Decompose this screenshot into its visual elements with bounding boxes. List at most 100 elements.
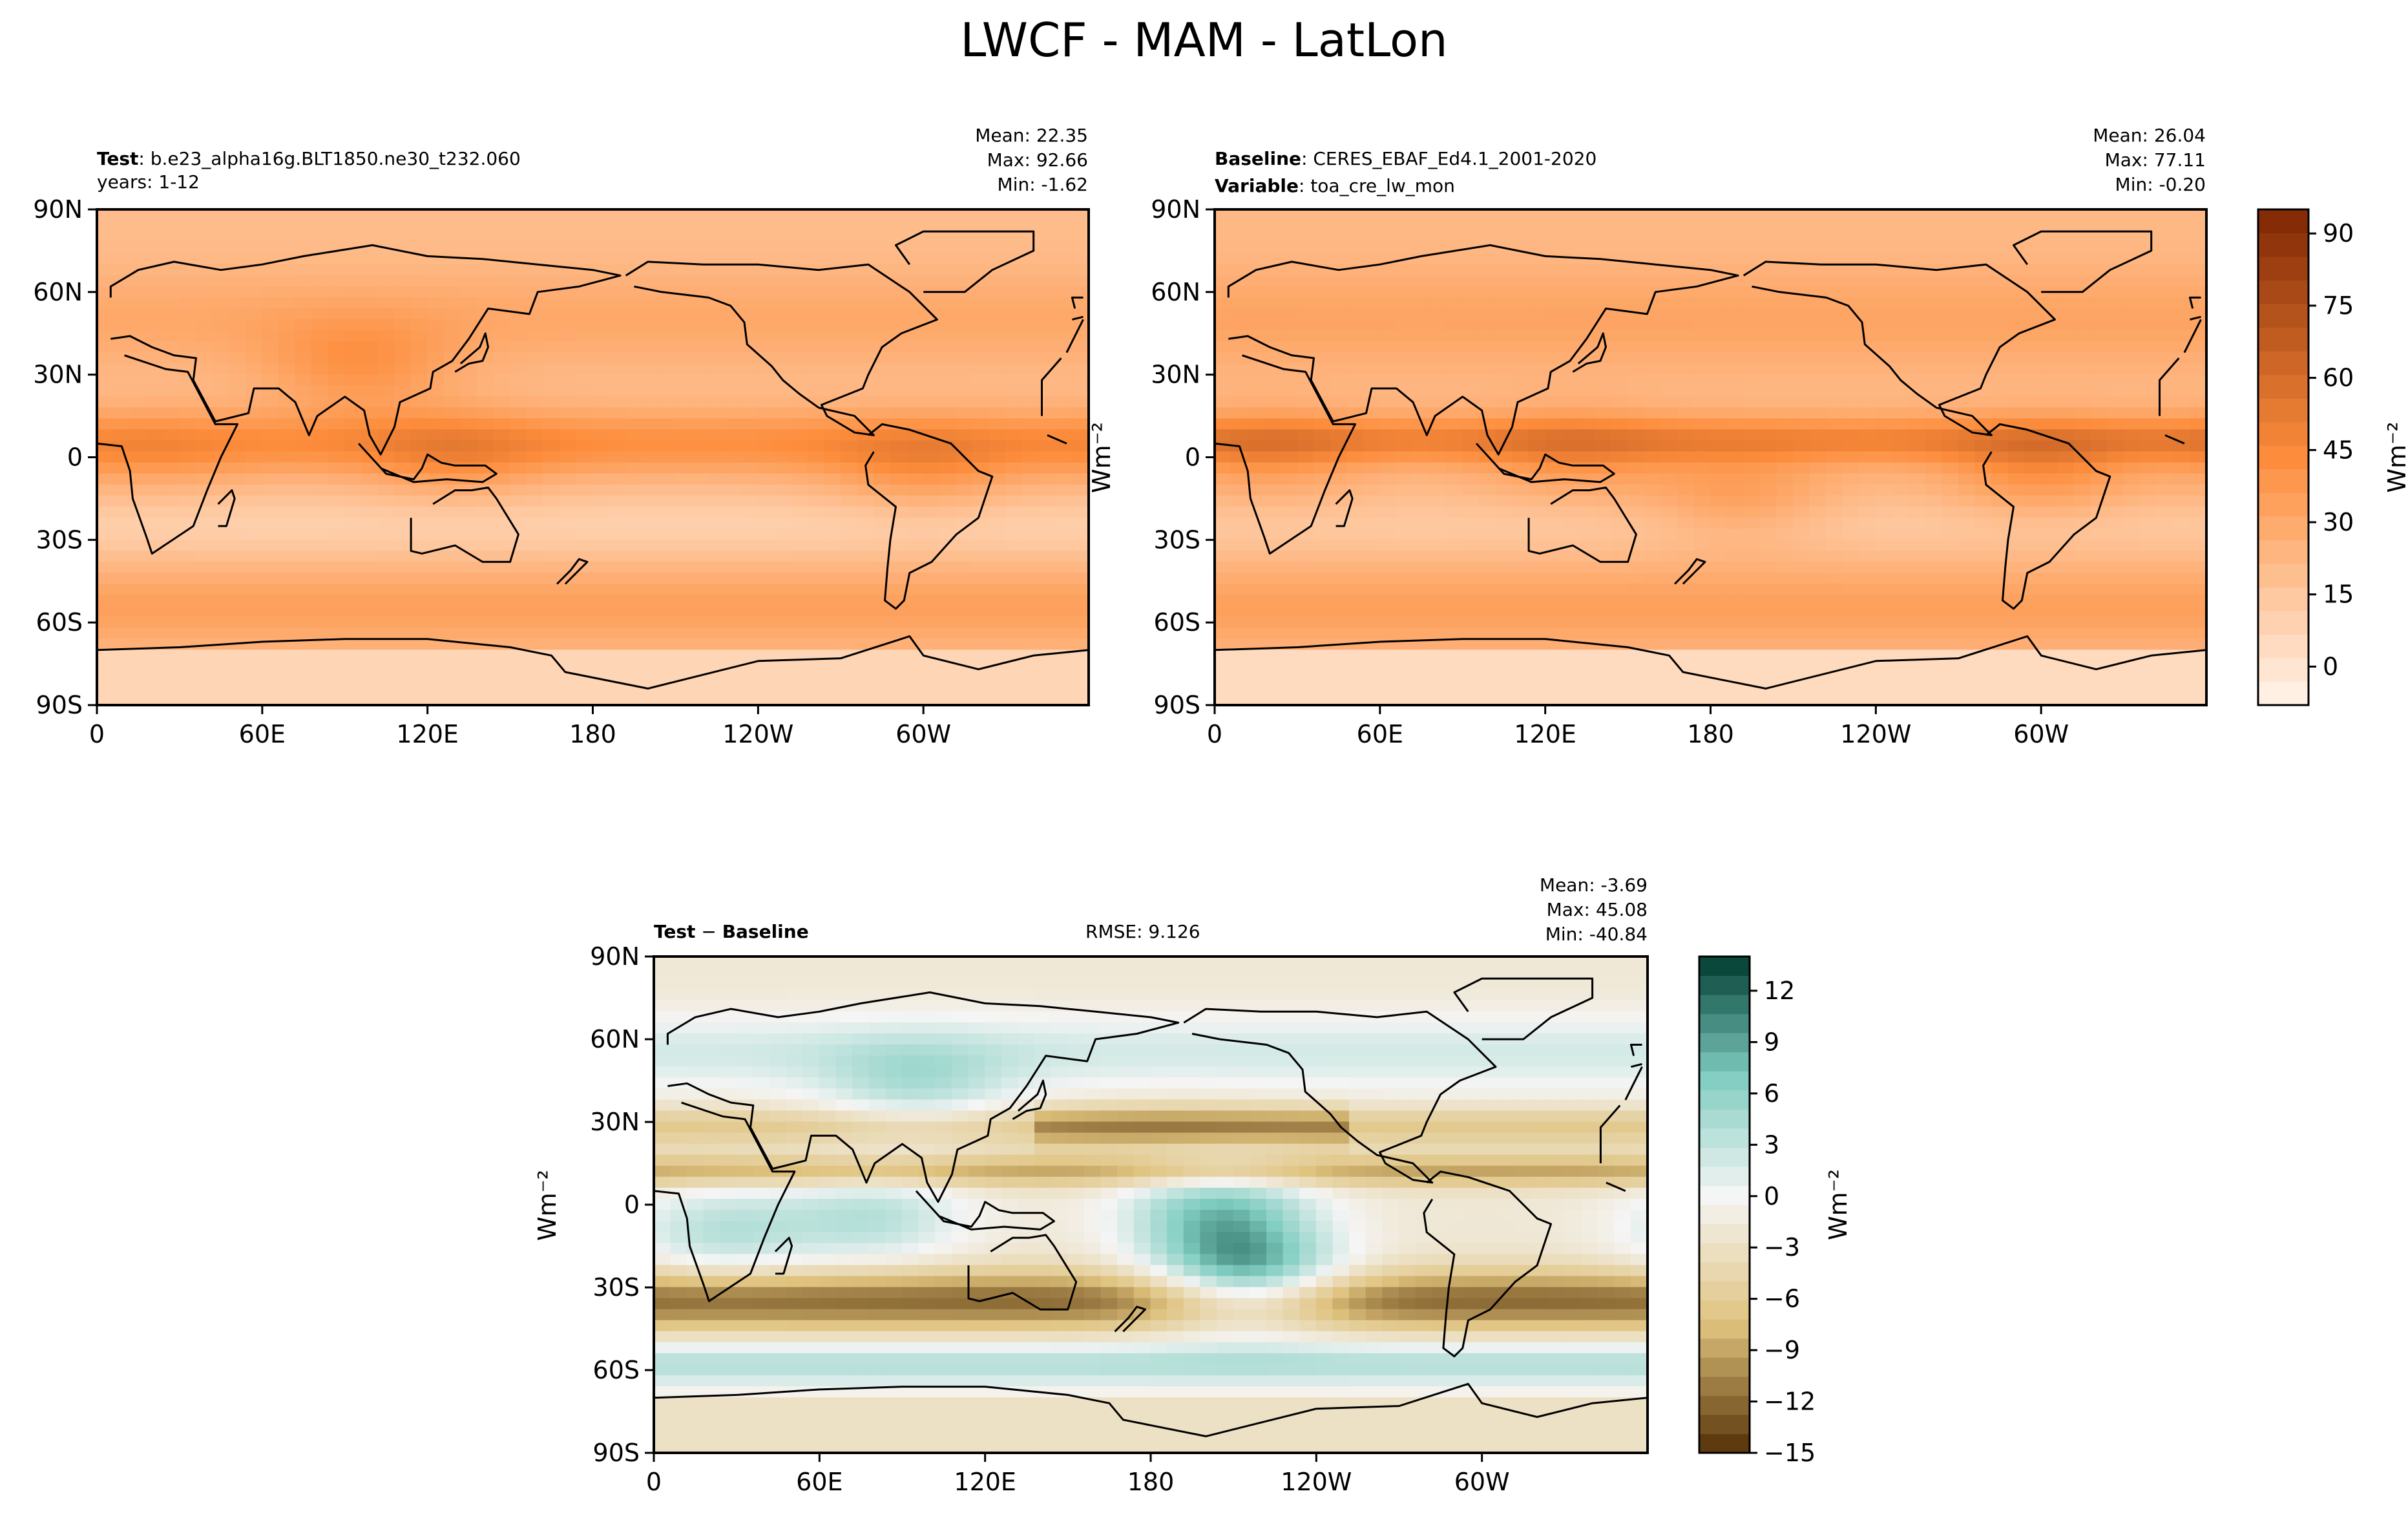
test-cell — [906, 374, 924, 386]
test-cell — [129, 253, 147, 265]
test-cell — [1038, 528, 1056, 541]
baseline-cell — [1942, 550, 1959, 563]
baseline-cell — [2090, 242, 2108, 254]
baseline-cell — [2107, 473, 2124, 485]
test-cell — [1005, 352, 1023, 365]
test-cell — [162, 341, 180, 354]
test-cell — [592, 220, 610, 232]
test-cell — [824, 606, 841, 618]
test-cell — [741, 440, 759, 452]
test-cell — [97, 396, 114, 408]
baseline-cell — [1314, 297, 1331, 310]
baseline-cell — [1512, 286, 1529, 299]
test-cell — [1022, 418, 1040, 430]
baseline-cell — [2024, 584, 2042, 596]
coastline-madagascar — [217, 489, 236, 527]
test-cell — [675, 528, 693, 541]
baseline-cell — [1396, 473, 1414, 485]
baseline-cell — [1826, 319, 1843, 332]
test-cell — [1071, 363, 1089, 375]
test-cell — [1022, 231, 1040, 243]
baseline-cell — [1974, 506, 1993, 518]
test-cell — [1005, 506, 1023, 518]
test-cell — [526, 462, 544, 474]
test-cell — [196, 650, 213, 662]
baseline-cell — [1512, 374, 1529, 386]
baseline-cell — [1743, 231, 1761, 243]
baseline-cell — [1628, 297, 1645, 310]
test-cell — [410, 275, 428, 288]
baseline-cell — [1942, 275, 1959, 288]
baseline-cell — [1726, 584, 1744, 596]
test-cell — [774, 297, 792, 310]
baseline-cell — [1710, 341, 1728, 354]
baseline-cell — [1478, 506, 1496, 518]
test-cell — [179, 297, 197, 310]
baseline-cell — [1561, 561, 1579, 574]
baseline-cell — [1297, 550, 1315, 563]
baseline-cell — [2189, 495, 2206, 507]
baseline-cell — [1859, 286, 1877, 299]
test-cell — [774, 330, 792, 343]
baseline-cell — [1445, 429, 1463, 441]
baseline-cell — [2024, 407, 2042, 419]
baseline-cell — [1726, 385, 1744, 397]
test-cell — [278, 572, 296, 585]
test-cell — [361, 595, 379, 607]
test-cell — [129, 385, 147, 397]
test-cell — [890, 650, 908, 662]
test-cell — [1005, 617, 1023, 629]
test-cell — [691, 617, 709, 629]
test-cell — [972, 385, 990, 397]
baseline-cell — [2073, 473, 2091, 485]
test-cell — [989, 506, 1007, 518]
baseline-cell — [1826, 473, 1843, 485]
baseline-cell — [1561, 341, 1579, 354]
test-cell — [906, 671, 924, 684]
baseline-cell — [1396, 606, 1414, 618]
test-cell — [956, 595, 974, 607]
test-cell — [1038, 473, 1056, 485]
baseline-cell — [1974, 517, 1993, 529]
baseline-cell — [1578, 396, 1596, 408]
test-cell — [989, 561, 1007, 574]
baseline-cell — [1231, 528, 1248, 541]
test-cell — [377, 451, 395, 463]
test-cell — [1038, 671, 1056, 684]
test-cell — [1022, 506, 1040, 518]
test-cell — [245, 539, 263, 552]
baseline-cell — [2123, 242, 2141, 254]
baseline-cell — [1809, 473, 1827, 485]
baseline-cell — [1578, 451, 1596, 463]
test-cell — [344, 693, 362, 705]
baseline-cell — [1314, 352, 1331, 365]
baseline-cell — [1710, 595, 1728, 607]
test-cell — [675, 429, 693, 441]
baseline-cell — [1925, 572, 1943, 585]
test-cell — [972, 429, 990, 441]
test-cell — [807, 617, 825, 629]
test-cell — [576, 617, 594, 629]
test-cell — [559, 495, 577, 507]
test-cell — [344, 661, 362, 673]
test-cell — [774, 628, 792, 640]
test-cell — [493, 639, 511, 651]
baseline-cell — [1743, 528, 1761, 541]
baseline-cell — [1892, 385, 1910, 397]
test-cell — [873, 330, 891, 343]
baseline-cell — [1280, 528, 1298, 541]
test-cell — [1055, 606, 1073, 618]
baseline-cell — [1925, 407, 1943, 419]
test-cell — [972, 495, 990, 507]
test-cell — [791, 286, 808, 299]
test-cell — [394, 319, 412, 332]
baseline-cell — [2073, 363, 2091, 375]
baseline-cell — [1776, 495, 1794, 507]
baseline-cell — [1875, 429, 1893, 441]
test-cell — [410, 396, 428, 408]
baseline-cell — [1445, 308, 1463, 321]
baseline-cell — [2189, 341, 2206, 354]
test-cell — [361, 264, 379, 276]
test-cell — [757, 473, 775, 485]
